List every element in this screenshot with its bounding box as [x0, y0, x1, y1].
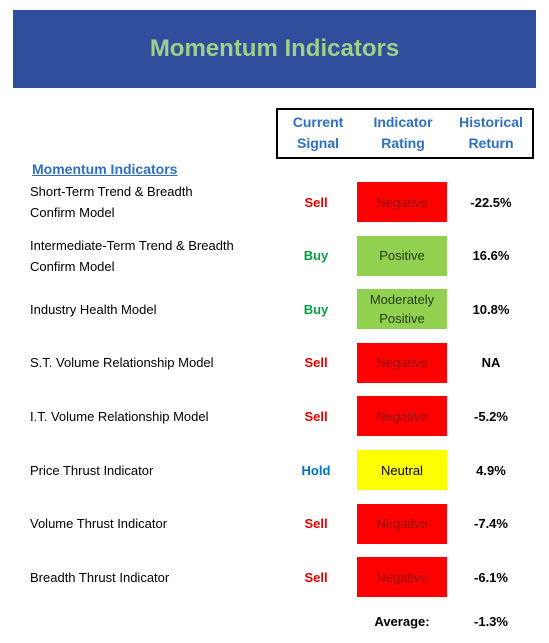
indicator-name: Price Thrust Indicator — [30, 462, 154, 478]
rating-cell: Negative — [357, 557, 447, 598]
column-header-box — [276, 108, 534, 159]
signal: Buy — [303, 301, 329, 317]
signal: Sell — [304, 194, 328, 210]
rating-cell: Negative — [357, 396, 447, 437]
indicator-name: S.T. Volume Relationship Model — [30, 355, 214, 371]
historical-return: -6.1% — [474, 569, 508, 585]
signal: Sell — [304, 355, 328, 371]
indicator-name: Breadth Thrust Indicator — [30, 569, 170, 585]
historical-return: -22.5% — [470, 194, 512, 210]
rating-cell: Negative — [357, 342, 447, 383]
historical-return: 10.8% — [472, 301, 510, 317]
section-label: Momentum Indicators — [32, 161, 178, 177]
indicator-name: Short-Term Trend & Breadth Confirm Model — [30, 184, 193, 220]
signal: Sell — [304, 408, 328, 424]
rating-cell: Neutral — [357, 450, 447, 490]
rating-cell: Positive — [357, 235, 447, 276]
average-value: -1.3% — [474, 613, 508, 629]
indicator-name: Volume Thrust Indicator — [30, 516, 168, 532]
historical-return: 4.9% — [476, 462, 506, 478]
column-header: Historical Return — [459, 114, 523, 151]
indicator-name: Intermediate-Term Trend & Breadth Confir… — [30, 237, 234, 274]
rating-cell: Negative — [357, 503, 447, 544]
signal: Buy — [303, 248, 329, 264]
historical-return: -5.2% — [474, 408, 508, 424]
rating-cell: Moderately Positive — [357, 289, 447, 330]
signal: Hold — [301, 462, 331, 478]
indicator-name: I.T. Volume Relationship Model — [30, 408, 209, 424]
average-label: Average: — [374, 613, 430, 629]
column-header: Indicator Rating — [373, 114, 433, 151]
banner-title: Momentum Indicators — [13, 10, 536, 88]
indicator-name: Industry Health Model — [30, 301, 157, 317]
rating-cell: Negative — [357, 182, 447, 222]
signal: Sell — [304, 516, 328, 532]
historical-return: 16.6% — [472, 248, 510, 264]
signal: Sell — [304, 569, 328, 585]
historical-return: NA — [481, 355, 501, 371]
historical-return: -7.4% — [474, 516, 508, 532]
column-header: Current Signal — [292, 114, 344, 151]
